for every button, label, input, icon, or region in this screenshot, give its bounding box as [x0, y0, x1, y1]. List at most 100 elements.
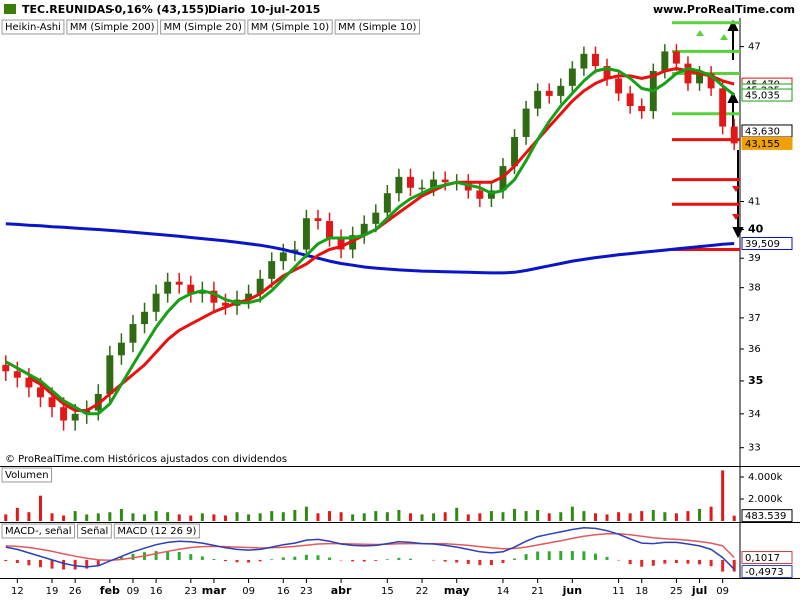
x-tick-label: 11 — [612, 586, 625, 597]
histogram-bar — [62, 559, 66, 570]
histogram-bar — [524, 554, 528, 560]
y-tick-label: 4.000k — [748, 472, 783, 483]
y-tick-label: 47 — [748, 42, 761, 53]
symbol-icon — [4, 4, 16, 14]
candle-body — [684, 63, 692, 84]
legend-box — [77, 523, 112, 539]
histogram-bar — [721, 559, 725, 572]
x-tick-label: abr — [331, 584, 352, 597]
candle-body — [302, 218, 310, 250]
legend-box — [160, 19, 246, 35]
histogram-bar — [281, 557, 285, 560]
x-tick-label: 19 — [46, 586, 59, 597]
volume-bar — [247, 514, 251, 521]
histogram-bar — [166, 551, 170, 560]
histogram-bar — [50, 559, 54, 569]
date: 10-jul-2015 — [250, 3, 320, 16]
candle-body — [672, 51, 680, 64]
price-tag-label: 483.539 — [745, 511, 786, 522]
price-tag — [741, 237, 793, 251]
volume-bar — [651, 510, 655, 521]
volume-bar — [85, 514, 89, 521]
volume-bar — [119, 508, 123, 521]
legend-box — [113, 523, 200, 539]
candle-body — [268, 261, 276, 279]
histogram-bar — [536, 551, 540, 560]
candle-body — [545, 90, 553, 96]
period: Diario — [208, 3, 246, 16]
candle-body — [222, 302, 229, 306]
macd-line — [5, 533, 735, 561]
candle-body — [719, 88, 727, 127]
volume-bar — [96, 513, 100, 521]
histogram-bar — [223, 559, 227, 562]
x-tick-label: 14 — [497, 586, 510, 597]
footnote: © ProRealTime.com Históricos ajustados c… — [5, 453, 287, 465]
volume-bar — [374, 511, 378, 521]
macd-line — [5, 526, 735, 570]
legend-box — [1, 523, 76, 539]
volume-bar — [270, 511, 274, 521]
candle-body — [534, 90, 542, 109]
histogram-bar — [466, 559, 470, 564]
candle-body — [395, 176, 403, 194]
candle-body — [37, 387, 44, 398]
volume-bar — [154, 511, 158, 521]
y-tick-label: 34 — [748, 409, 761, 420]
histogram-bar — [15, 559, 19, 563]
legend-entry: MM (Simple 10) — [251, 22, 329, 33]
volume-bar — [397, 510, 401, 521]
candle-body — [707, 73, 715, 89]
candle-body — [13, 371, 21, 378]
level-markers — [696, 30, 740, 220]
candle-body — [360, 223, 368, 236]
x-tick-label: 23 — [184, 586, 197, 597]
histogram-bar — [27, 559, 31, 566]
candle-body — [187, 284, 195, 294]
candle-body — [314, 218, 322, 222]
histogram-bar — [674, 559, 678, 563]
histogram-bar — [351, 559, 355, 562]
candle-body — [152, 293, 160, 312]
y-tick-label: 38 — [748, 283, 761, 294]
volume-bar — [709, 506, 713, 521]
volume-bar — [686, 511, 690, 521]
volume-bar — [674, 513, 678, 521]
volume-bar — [443, 512, 447, 521]
x-tick-label: 26 — [69, 586, 82, 597]
volume-bar — [501, 512, 505, 521]
candle-body — [696, 73, 703, 84]
volume-bar — [50, 513, 54, 521]
histogram-bar — [709, 559, 713, 567]
volume-bar — [177, 514, 181, 521]
y-tick-label: 36 — [748, 344, 761, 355]
histogram-bar — [316, 555, 320, 560]
volume-bar — [536, 510, 540, 521]
price-tag-label: -0,4973 — [745, 567, 784, 578]
histogram-bar — [258, 559, 262, 562]
histogram-bar — [640, 559, 644, 567]
volume-bar — [73, 511, 77, 521]
x-tick-label: 16 — [277, 586, 290, 597]
price-tag — [741, 136, 793, 150]
candle-body — [245, 293, 253, 300]
histogram-bar — [212, 559, 216, 560]
y-tick-label: 2.000k — [748, 494, 783, 505]
histogram-bar — [663, 559, 667, 564]
candle-body — [615, 78, 623, 94]
histogram-bar — [570, 551, 574, 560]
legend-box — [66, 19, 159, 35]
y-tick-label: 35 — [748, 374, 763, 387]
histogram-bar — [189, 554, 193, 560]
candle-body — [476, 190, 484, 199]
histogram-bar — [385, 559, 389, 560]
candle-body — [337, 238, 345, 250]
volume-bar — [304, 506, 308, 521]
histogram-bar — [119, 556, 123, 560]
volume-bar — [420, 514, 424, 521]
price-tag-label: 39,509 — [745, 239, 780, 250]
candle-body — [580, 53, 588, 69]
x-tick-label: 23 — [300, 586, 313, 597]
volume-bar — [605, 514, 609, 521]
